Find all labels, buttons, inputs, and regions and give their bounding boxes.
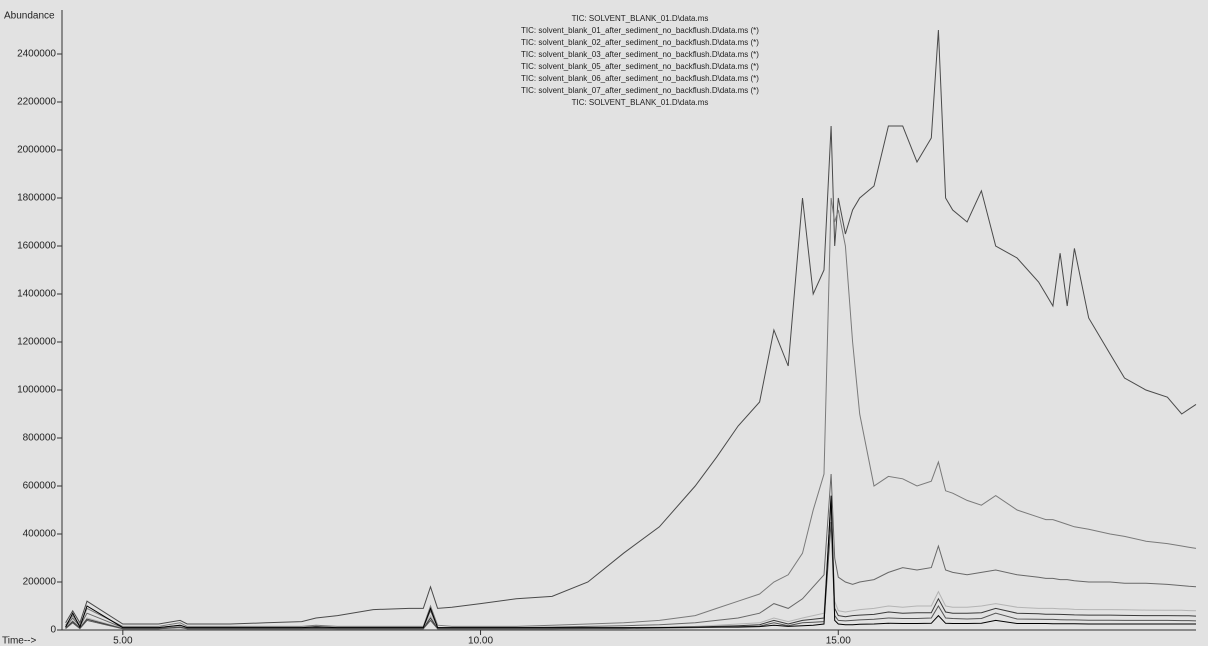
y-tick-label: 0 — [50, 625, 56, 636]
legend-title: TIC: SOLVENT_BLANK_01.D\data.ms — [572, 14, 709, 23]
y-tick-label: 800000 — [23, 433, 57, 444]
legend-entry: TIC: solvent_blank_03_after_sediment_no_… — [521, 50, 759, 59]
legend-entry: TIC: solvent_blank_06_after_sediment_no_… — [521, 74, 759, 83]
y-tick-label: 1400000 — [17, 289, 56, 300]
series-line — [65, 473, 1197, 629]
legend-entry: TIC: solvent_blank_01_after_sediment_no_… — [521, 26, 759, 35]
y-tick-label: 1800000 — [17, 193, 56, 204]
series-line — [65, 521, 1197, 630]
y-axis-label: Abundance — [4, 11, 55, 22]
y-tick-label: 2200000 — [17, 97, 56, 108]
legend-entry: TIC: solvent_blank_05_after_sediment_no_… — [521, 62, 759, 71]
x-tick-label: 5.00 — [113, 636, 133, 646]
x-axis-label: Time--> — [2, 636, 37, 646]
y-tick-label: 2000000 — [17, 145, 56, 156]
y-tick-label: 1200000 — [17, 337, 56, 348]
y-tick-label: 1600000 — [17, 241, 56, 252]
x-tick-label: 15.00 — [826, 636, 851, 646]
x-tick-label: 10.00 — [468, 636, 493, 646]
legend-entry: TIC: solvent_blank_07_after_sediment_no_… — [521, 86, 759, 95]
y-tick-label: 400000 — [23, 529, 57, 540]
y-tick-label: 2400000 — [17, 49, 56, 60]
legend-entry: TIC: SOLVENT_BLANK_01.D\data.ms — [572, 98, 709, 107]
series-line — [65, 509, 1197, 629]
series-line — [65, 197, 1197, 627]
y-tick-label: 1000000 — [17, 385, 56, 396]
y-tick-label: 600000 — [23, 481, 57, 492]
legend-entry: TIC: solvent_blank_02_after_sediment_no_… — [521, 38, 759, 47]
series-line — [65, 29, 1197, 625]
series-line — [65, 497, 1197, 630]
series-line — [65, 495, 1196, 629]
y-tick-label: 200000 — [23, 577, 57, 588]
